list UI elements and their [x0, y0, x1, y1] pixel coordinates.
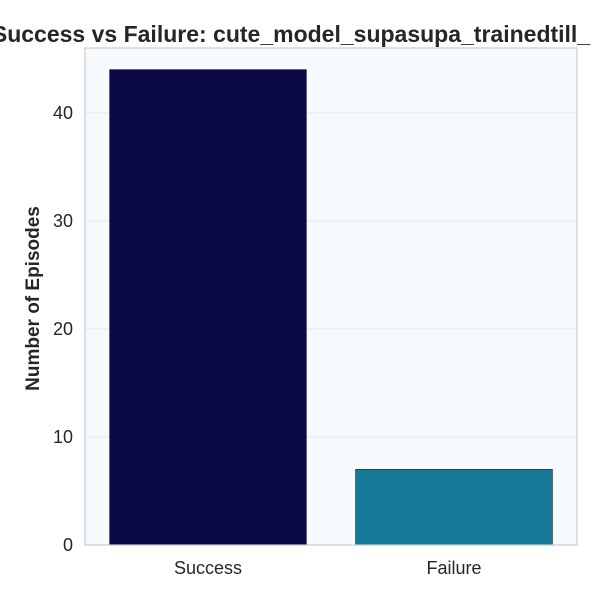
- plot-area: [84, 47, 578, 546]
- y-tick-label: 30: [53, 211, 73, 231]
- plot-frame: [84, 47, 578, 546]
- y-tick-label: 10: [53, 427, 73, 447]
- x-axis-ticks: Success Failure: [174, 558, 482, 578]
- y-axis-ticks: 0 10 20 30 40: [53, 103, 73, 555]
- y-tick-label: 0: [63, 535, 73, 555]
- y-tick-label: 40: [53, 103, 73, 123]
- bar-success: [109, 69, 307, 546]
- x-tick-label: Failure: [426, 558, 481, 578]
- chart-title: Success vs Failure: cute_model_supasupa_…: [0, 21, 590, 47]
- y-axis-label: Number of Episodes: [23, 206, 44, 391]
- bar-failure: [355, 469, 553, 546]
- bars: [109, 69, 553, 546]
- y-tick-label: 20: [53, 319, 73, 339]
- x-tick-label: Success: [174, 558, 242, 578]
